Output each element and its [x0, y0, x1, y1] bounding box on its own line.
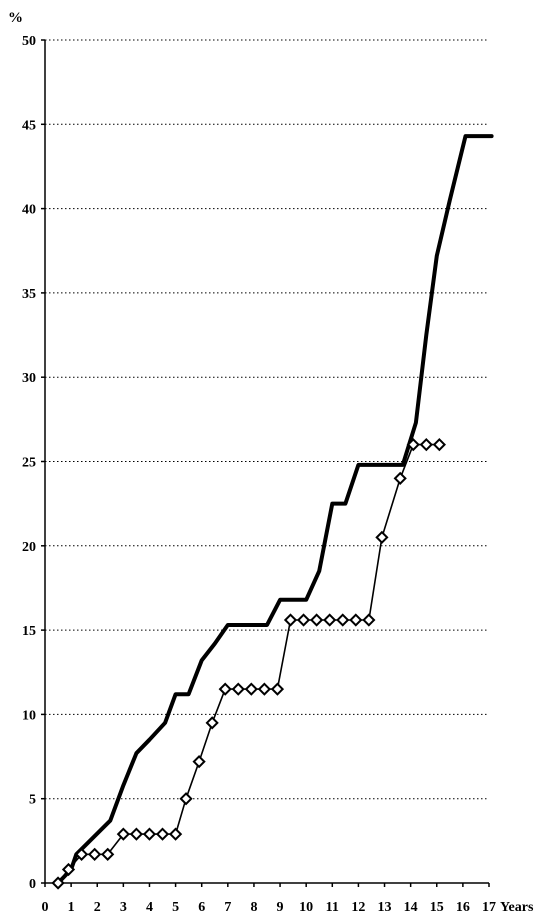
diamond-marker	[362, 613, 376, 627]
diamond-marker	[129, 827, 144, 841]
diamond-marker	[310, 613, 324, 627]
diamond-marker	[432, 438, 446, 452]
x-tick-label: 0	[42, 900, 49, 915]
series-lines	[56, 134, 494, 885]
x-tick-label: 15	[430, 900, 444, 915]
y-tick-label: 45	[22, 118, 36, 133]
x-tick-label: 3	[120, 900, 127, 915]
diamond-markers	[51, 438, 446, 890]
diamond-series-line	[57, 443, 441, 884]
grid-lines	[45, 39, 489, 800]
diamond-marker	[283, 613, 298, 627]
x-tick-label: 13	[378, 900, 392, 915]
x-tick-label: 12	[351, 900, 365, 915]
x-tick-label: 4	[146, 900, 153, 915]
x-tick-label: 8	[250, 900, 257, 915]
x-tick-label: 9	[277, 900, 284, 915]
diamond-marker	[101, 847, 115, 861]
thick-series-line	[56, 134, 494, 885]
x-tick-label: 10	[299, 900, 313, 915]
x-tick-label: 14	[404, 900, 418, 915]
y-axis-label: %	[8, 10, 23, 26]
diamond-marker	[155, 827, 170, 841]
diamond-marker	[116, 827, 130, 841]
x-tick-label: 17	[482, 900, 496, 915]
x-tick-label: 7	[224, 900, 231, 915]
y-tick-label: 5	[29, 793, 36, 808]
diamond-marker	[168, 827, 183, 841]
diamond-marker	[74, 847, 89, 861]
diamond-marker	[218, 682, 232, 696]
diamond-marker	[192, 754, 206, 769]
diamond-marker	[323, 613, 337, 627]
x-tick-label: 2	[94, 900, 101, 915]
diamond-marker	[205, 716, 219, 730]
x-axis-label: Years	[500, 900, 534, 915]
diamond-marker	[179, 792, 193, 806]
diamond-marker	[88, 847, 102, 861]
diamond-marker	[336, 613, 350, 627]
y-tick-label: 30	[22, 371, 36, 386]
diamond-marker	[257, 682, 272, 696]
x-tick-label: 5	[172, 900, 179, 915]
diamond-marker	[419, 438, 433, 452]
x-tick-label: 6	[198, 900, 205, 915]
diamond-marker	[231, 682, 245, 696]
diamond-marker	[349, 613, 363, 627]
diamond-marker	[375, 530, 389, 544]
diamond-marker	[406, 438, 420, 452]
y-tick-label: 15	[22, 624, 36, 639]
diamond-marker	[244, 682, 258, 696]
diamond-marker	[393, 471, 407, 485]
y-tick-label: 40	[22, 203, 36, 218]
diamond-marker	[51, 876, 65, 890]
x-tick-label: 16	[456, 900, 470, 915]
y-tick-label: 25	[22, 456, 36, 471]
diamond-marker	[270, 682, 285, 696]
x-tick-label: 11	[326, 900, 339, 915]
diamond-marker	[61, 862, 76, 877]
y-tick-label: 20	[22, 540, 36, 555]
y-tick-label: 10	[22, 708, 36, 723]
y-tick-label: 50	[22, 34, 36, 49]
y-tick-label: 0	[29, 877, 36, 892]
diamond-marker	[142, 827, 157, 841]
x-tick-label: 1	[68, 900, 75, 915]
diamond-marker	[296, 613, 311, 627]
y-tick-label: 35	[22, 287, 36, 302]
